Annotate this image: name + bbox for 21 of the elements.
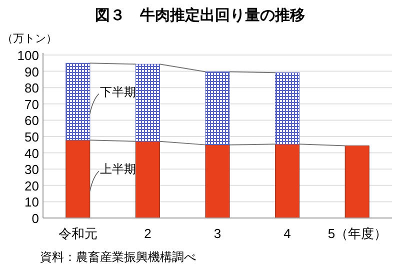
xtick: 5（年度） — [328, 226, 388, 241]
ytick: 80 — [24, 80, 39, 96]
ytick: 100 — [17, 48, 39, 63]
xtick: 4 — [284, 226, 291, 241]
series-name: 上半期 — [100, 162, 136, 176]
ytick: 0 — [32, 211, 39, 226]
ytick: 30 — [24, 162, 39, 178]
ytick: 50 — [24, 130, 39, 144]
xtick: 2 — [144, 226, 152, 241]
ytick: 90 — [24, 64, 39, 80]
ylabel: （万トン） — [2, 33, 57, 45]
annotation: 資料：農畜産業振興機構調べ — [40, 250, 196, 264]
title: 図３ 牛肉推定出回り量の推移 — [95, 7, 305, 24]
xtick: 令和元 — [58, 226, 98, 241]
ytick: 70 — [24, 96, 39, 112]
ytick: 10 — [24, 194, 39, 210]
ytick: 20 — [24, 178, 39, 194]
ytick: 60 — [24, 113, 39, 128]
xtick: 3 — [214, 226, 222, 241]
ytick: 40 — [24, 146, 39, 161]
series-name: 下半期 — [100, 84, 136, 99]
